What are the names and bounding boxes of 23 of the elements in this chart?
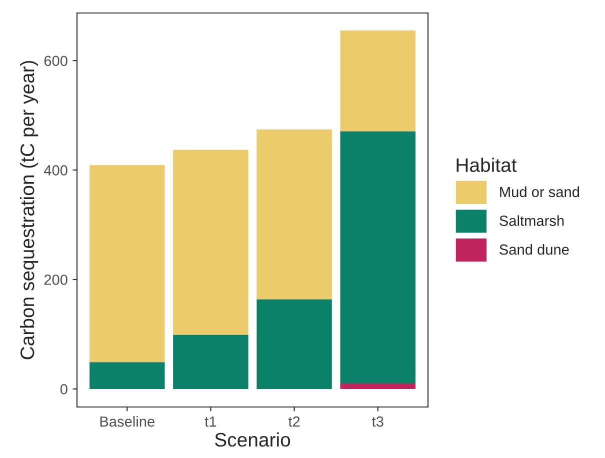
bar — [340, 30, 416, 132]
bar — [173, 334, 248, 389]
bar — [90, 165, 165, 362]
bar — [173, 150, 248, 335]
bar — [256, 130, 332, 300]
x-axis-title: Scenario — [215, 432, 290, 447]
legend-label: Saltmarsh — [500, 215, 564, 226]
x-tick-label: t1 — [204, 416, 216, 427]
y-tick-label: 400 — [44, 165, 68, 176]
x-tick-label: Baseline — [100, 416, 154, 427]
x-tick-label: t2 — [288, 416, 300, 427]
bar — [256, 299, 332, 389]
y-tick-label: 0 — [60, 384, 68, 394]
legend-title: Habitat — [456, 158, 517, 172]
y-tick-label: 600 — [44, 56, 68, 66]
bar — [90, 362, 165, 389]
bar — [340, 131, 416, 384]
y-axis-title: Carbon sequestration (tC per year) — [20, 60, 38, 360]
legend-label: Sand dune — [500, 244, 569, 255]
bar — [340, 383, 416, 389]
legend-label: Mud or sand — [500, 186, 580, 198]
y-tick-label: 200 — [44, 274, 68, 285]
x-tick-label: t3 — [372, 416, 384, 427]
